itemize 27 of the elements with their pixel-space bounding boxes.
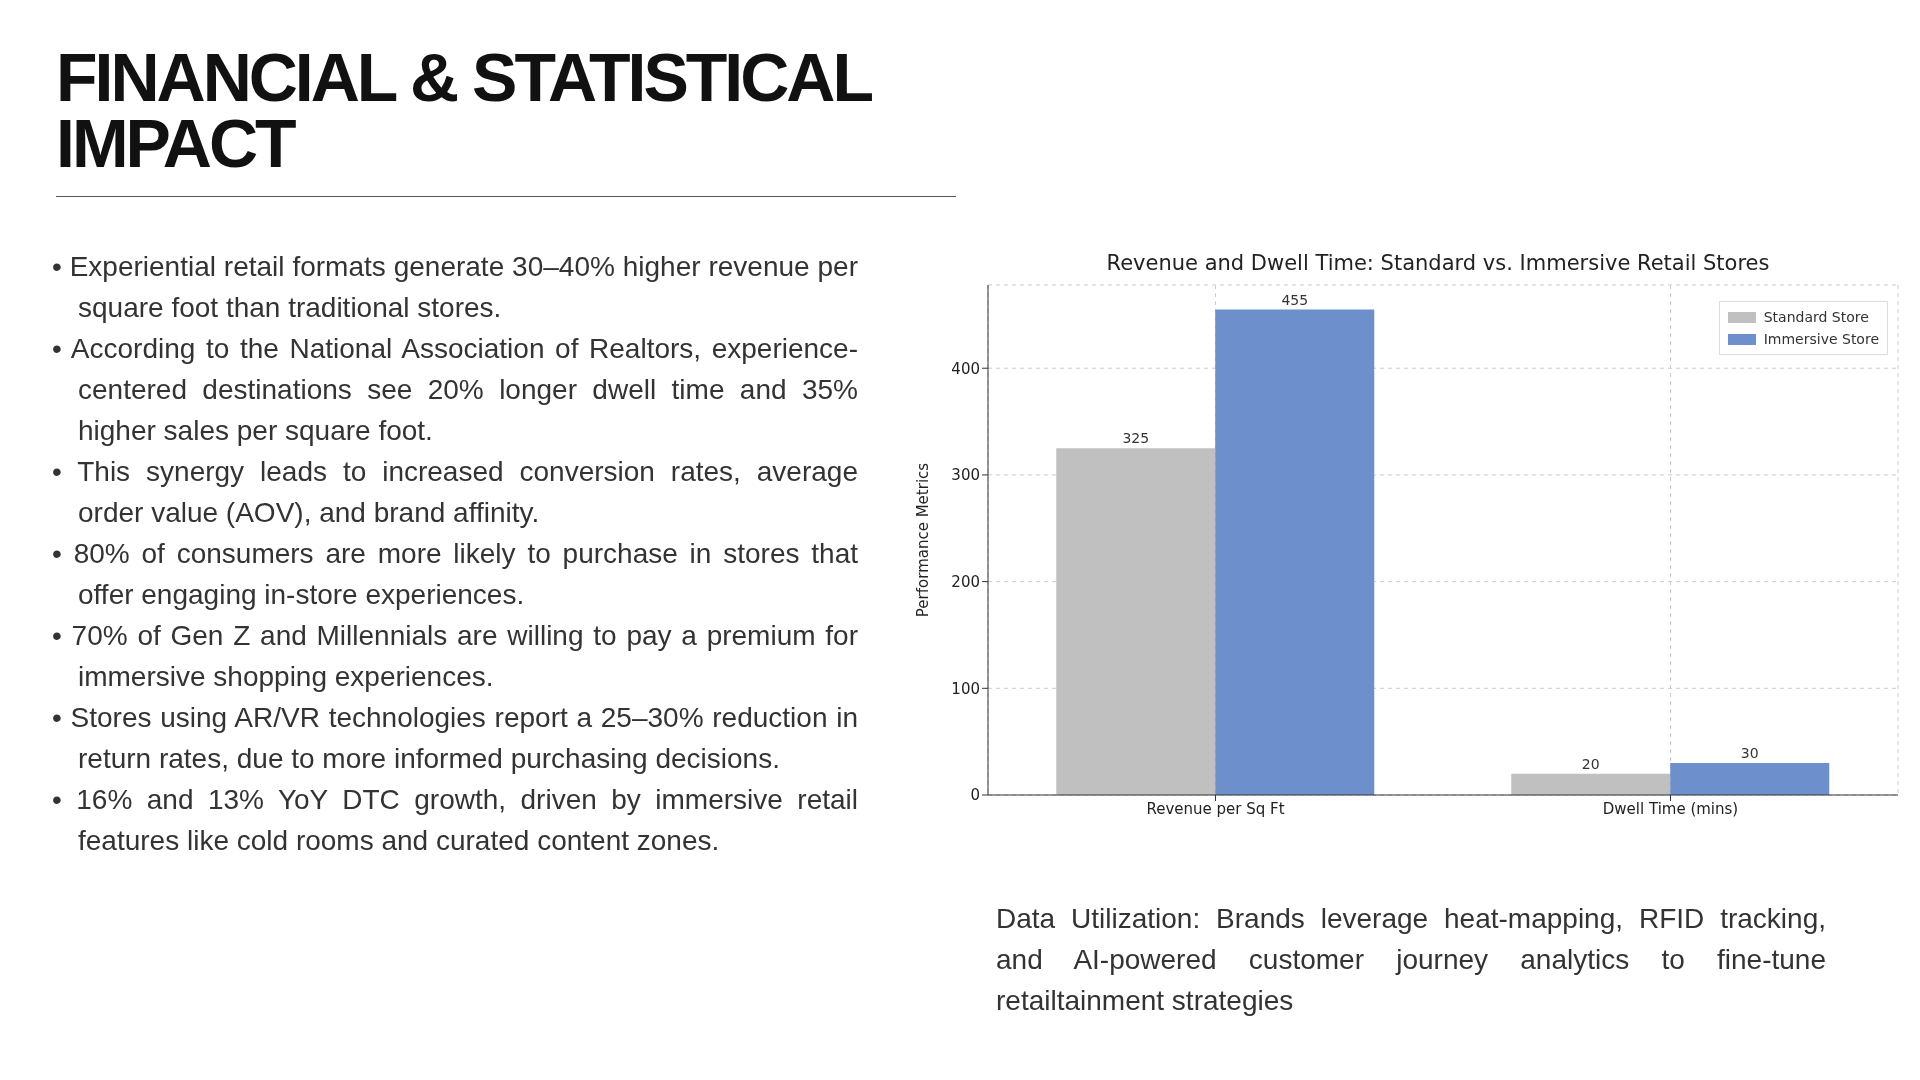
y-tick-label: 100 <box>951 679 980 698</box>
data-label: 30 <box>1740 744 1759 761</box>
text: Data Utilization: Brands leverage heat-mapping, RFID tracking, and AI-powered customer journey analytics to fine-tune retailtainment strategies <box>996 902 1826 1018</box>
bar <box>1215 309 1375 795</box>
text: • This synergy leads to increased conversion rates, average order value (AOV), and brand affinity. <box>52 455 858 530</box>
bar <box>1670 762 1830 795</box>
y-tick-label: 400 <box>951 359 980 378</box>
text: • 80% of consumers are more likely to purchase in stores that offer engaging in-store experiences. <box>52 537 858 612</box>
bar <box>1511 773 1671 795</box>
legend-label: Standard Store <box>1763 308 1869 327</box>
text: • Experiential retail formats generate 30–40% higher revenue per square foot than traditional stores. <box>52 250 858 325</box>
chart-title: Revenue and Dwell Time: Standard vs. Immersive Retail Stores <box>1105 251 1771 275</box>
y-axis-title: Performance Metrics <box>914 462 933 618</box>
y-tick-label: 300 <box>951 466 980 485</box>
x-tick-label: Revenue per Sq Ft <box>1146 799 1285 818</box>
legend-label: Immersive Store <box>1763 330 1879 349</box>
data-label: 325 <box>1122 430 1150 447</box>
text: • 16% and 13% YoY DTC growth, driven by immersive retail features like cold rooms and curated content zones. <box>52 783 858 858</box>
data-label: 20 <box>1581 755 1600 772</box>
y-tick-label: 0 <box>970 786 980 805</box>
text: • According to the National Association of Realtors, experience-centered destinations see 20% longer dwell time and 35% higher sales per square foot. <box>52 332 858 448</box>
y-tick-label: 200 <box>951 572 980 591</box>
text: • Stores using AR/VR technologies report a 25–30% reduction in return rates, due to more informed purchasing decisions. <box>52 701 858 776</box>
text: FINANCIAL & STATISTICAL IMPACT <box>56 39 873 183</box>
text: • 70% of Gen Z and Millennials are willing to pay a premium for immersive shopping experiences. <box>52 619 858 694</box>
x-tick-label: Dwell Time (mins) <box>1602 799 1739 818</box>
data-label: 455 <box>1281 291 1309 308</box>
